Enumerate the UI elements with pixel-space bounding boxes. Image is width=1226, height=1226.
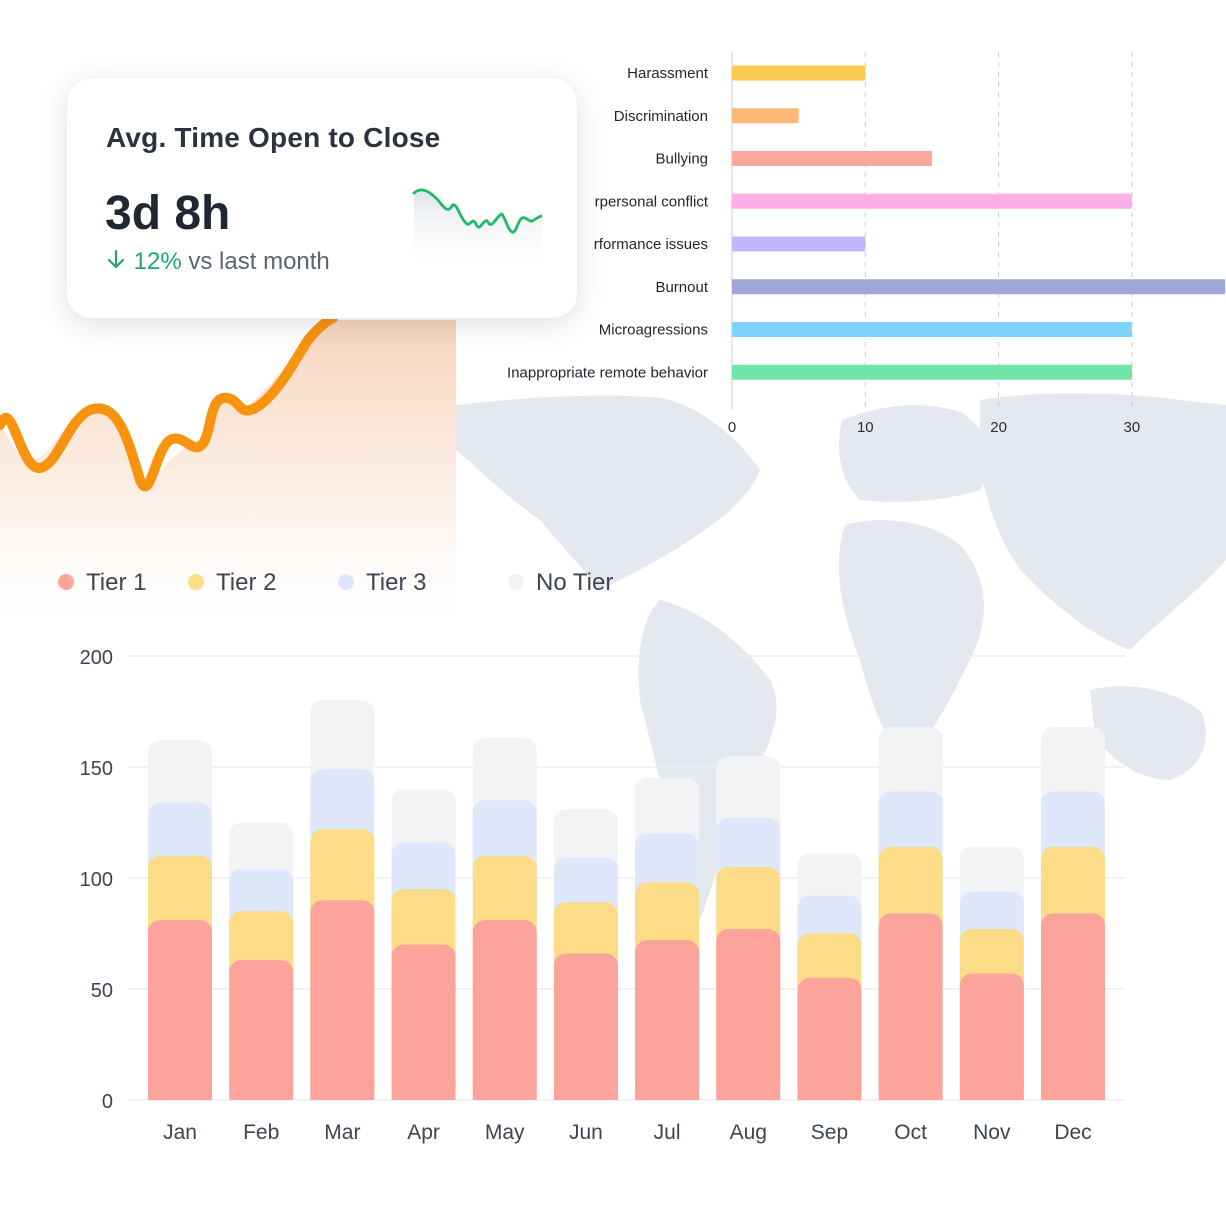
kpi-card: Avg. Time Open to Close 3d 8h 12% vs las… xyxy=(66,77,578,319)
bar xyxy=(732,193,1132,209)
bar-segment xyxy=(553,953,618,1100)
y-tick-label: 150 xyxy=(80,758,113,780)
x-tick-label: Dec xyxy=(1054,1121,1091,1144)
x-tick-label: Feb xyxy=(243,1121,279,1144)
category-label: Inappropriate remote behavior xyxy=(507,364,708,381)
legend-dot-icon xyxy=(188,574,204,590)
issue-type-bar-chart: 0 10 20 30 Harassment Discrimination Bullying r… xyxy=(507,52,1226,436)
bar-base xyxy=(229,1086,294,1100)
monthly-tier-bar-chart: Tier 1 Tier 2 Tier 3 No Tier 0 50 100 150 200 Jan… xyxy=(58,569,1125,1144)
bar xyxy=(732,279,1226,295)
bar xyxy=(732,151,932,166)
bar-base xyxy=(635,1086,700,1100)
bar-base xyxy=(391,1086,456,1100)
kpi-sparkline xyxy=(412,188,542,273)
category-label: Discrimination xyxy=(614,108,708,125)
bar xyxy=(732,108,799,124)
bar xyxy=(732,65,866,81)
bar-segment xyxy=(148,920,212,1100)
trend-line xyxy=(0,313,338,492)
category-label: Microagressions xyxy=(599,322,708,339)
bar xyxy=(732,322,1132,337)
category-label: Harassment xyxy=(627,65,709,82)
category-label: rpersonal conflict xyxy=(595,193,709,210)
y-tick-label: 0 xyxy=(102,1091,113,1113)
legend-label: Tier 2 xyxy=(216,569,276,596)
legend-item: No Tier xyxy=(508,569,613,596)
x-tick-label: Mar xyxy=(324,1121,360,1144)
x-tick-label: Jul xyxy=(654,1121,681,1144)
legend-item: Tier 2 xyxy=(188,569,276,596)
bar-segment xyxy=(959,973,1024,1100)
category-label: Burnout xyxy=(655,279,708,296)
bar-segment xyxy=(878,913,943,1100)
legend-item: Tier 1 xyxy=(58,569,146,596)
x-tick-label: May xyxy=(485,1121,525,1144)
bar-segment xyxy=(310,900,375,1100)
world-map-background xyxy=(456,393,1226,920)
x-tick-label: Sep xyxy=(811,1121,848,1144)
x-tick-label: 10 xyxy=(857,419,874,436)
x-tick-label: Apr xyxy=(407,1121,440,1144)
legend-dot-icon xyxy=(508,574,524,590)
x-tick-label: Oct xyxy=(894,1121,927,1144)
legend-label: Tier 1 xyxy=(86,569,146,596)
kpi-value: 3d 8h xyxy=(105,187,231,240)
bar-segment xyxy=(635,940,700,1100)
legend-dot-icon xyxy=(338,574,354,590)
arrow-down-icon xyxy=(107,248,127,276)
x-tick-label: 30 xyxy=(1124,419,1141,436)
bar-base xyxy=(1041,1086,1105,1100)
bar-segment xyxy=(391,944,456,1100)
bar-base xyxy=(310,1086,375,1100)
kpi-change: 12% vs last month xyxy=(107,248,330,276)
bar-base xyxy=(148,1086,212,1100)
legend-label: Tier 3 xyxy=(366,569,426,596)
x-tick-label: Nov xyxy=(973,1121,1011,1144)
bar-base xyxy=(472,1086,537,1100)
legend-item: Tier 3 xyxy=(338,569,426,596)
category-label: Bullying xyxy=(655,151,708,168)
bar-base xyxy=(797,1086,862,1100)
kpi-change-percent: 12% xyxy=(133,248,182,275)
x-tick-label: Jun xyxy=(569,1121,603,1144)
trend-area-chart xyxy=(0,313,456,640)
bar-segment xyxy=(472,920,537,1100)
bar xyxy=(732,364,1132,380)
bar-segment xyxy=(716,929,781,1100)
bar-base xyxy=(959,1086,1024,1100)
legend-label: No Tier xyxy=(536,569,613,596)
category-label: rformance issues xyxy=(594,236,708,253)
bar-segment xyxy=(229,960,294,1100)
bar-base xyxy=(553,1086,618,1100)
y-tick-label: 50 xyxy=(91,980,113,1002)
bar-base xyxy=(878,1086,943,1100)
y-tick-label: 100 xyxy=(80,869,113,891)
x-tick-label: 0 xyxy=(728,419,736,436)
bar xyxy=(732,236,866,252)
x-tick-label: Jan xyxy=(163,1121,197,1144)
bar-segment xyxy=(797,977,862,1100)
bar-segment xyxy=(1041,913,1105,1100)
legend-dot-icon xyxy=(58,574,74,590)
bar-base xyxy=(716,1086,781,1100)
kpi-change-label: vs last month xyxy=(188,248,330,275)
x-tick-label: 20 xyxy=(990,419,1007,436)
kpi-title: Avg. Time Open to Close xyxy=(106,122,441,153)
x-tick-label: Aug xyxy=(730,1121,767,1144)
y-tick-label: 200 xyxy=(80,647,113,669)
